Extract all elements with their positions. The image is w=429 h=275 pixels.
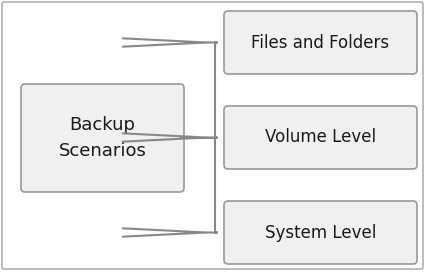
FancyBboxPatch shape (224, 201, 417, 264)
FancyBboxPatch shape (21, 84, 184, 192)
FancyBboxPatch shape (224, 106, 417, 169)
Text: Backup
Scenarios: Backup Scenarios (59, 117, 146, 160)
Text: System Level: System Level (265, 224, 376, 241)
FancyBboxPatch shape (224, 11, 417, 74)
Text: Files and Folders: Files and Folders (251, 34, 390, 51)
FancyBboxPatch shape (2, 2, 423, 269)
Text: Volume Level: Volume Level (265, 128, 376, 147)
